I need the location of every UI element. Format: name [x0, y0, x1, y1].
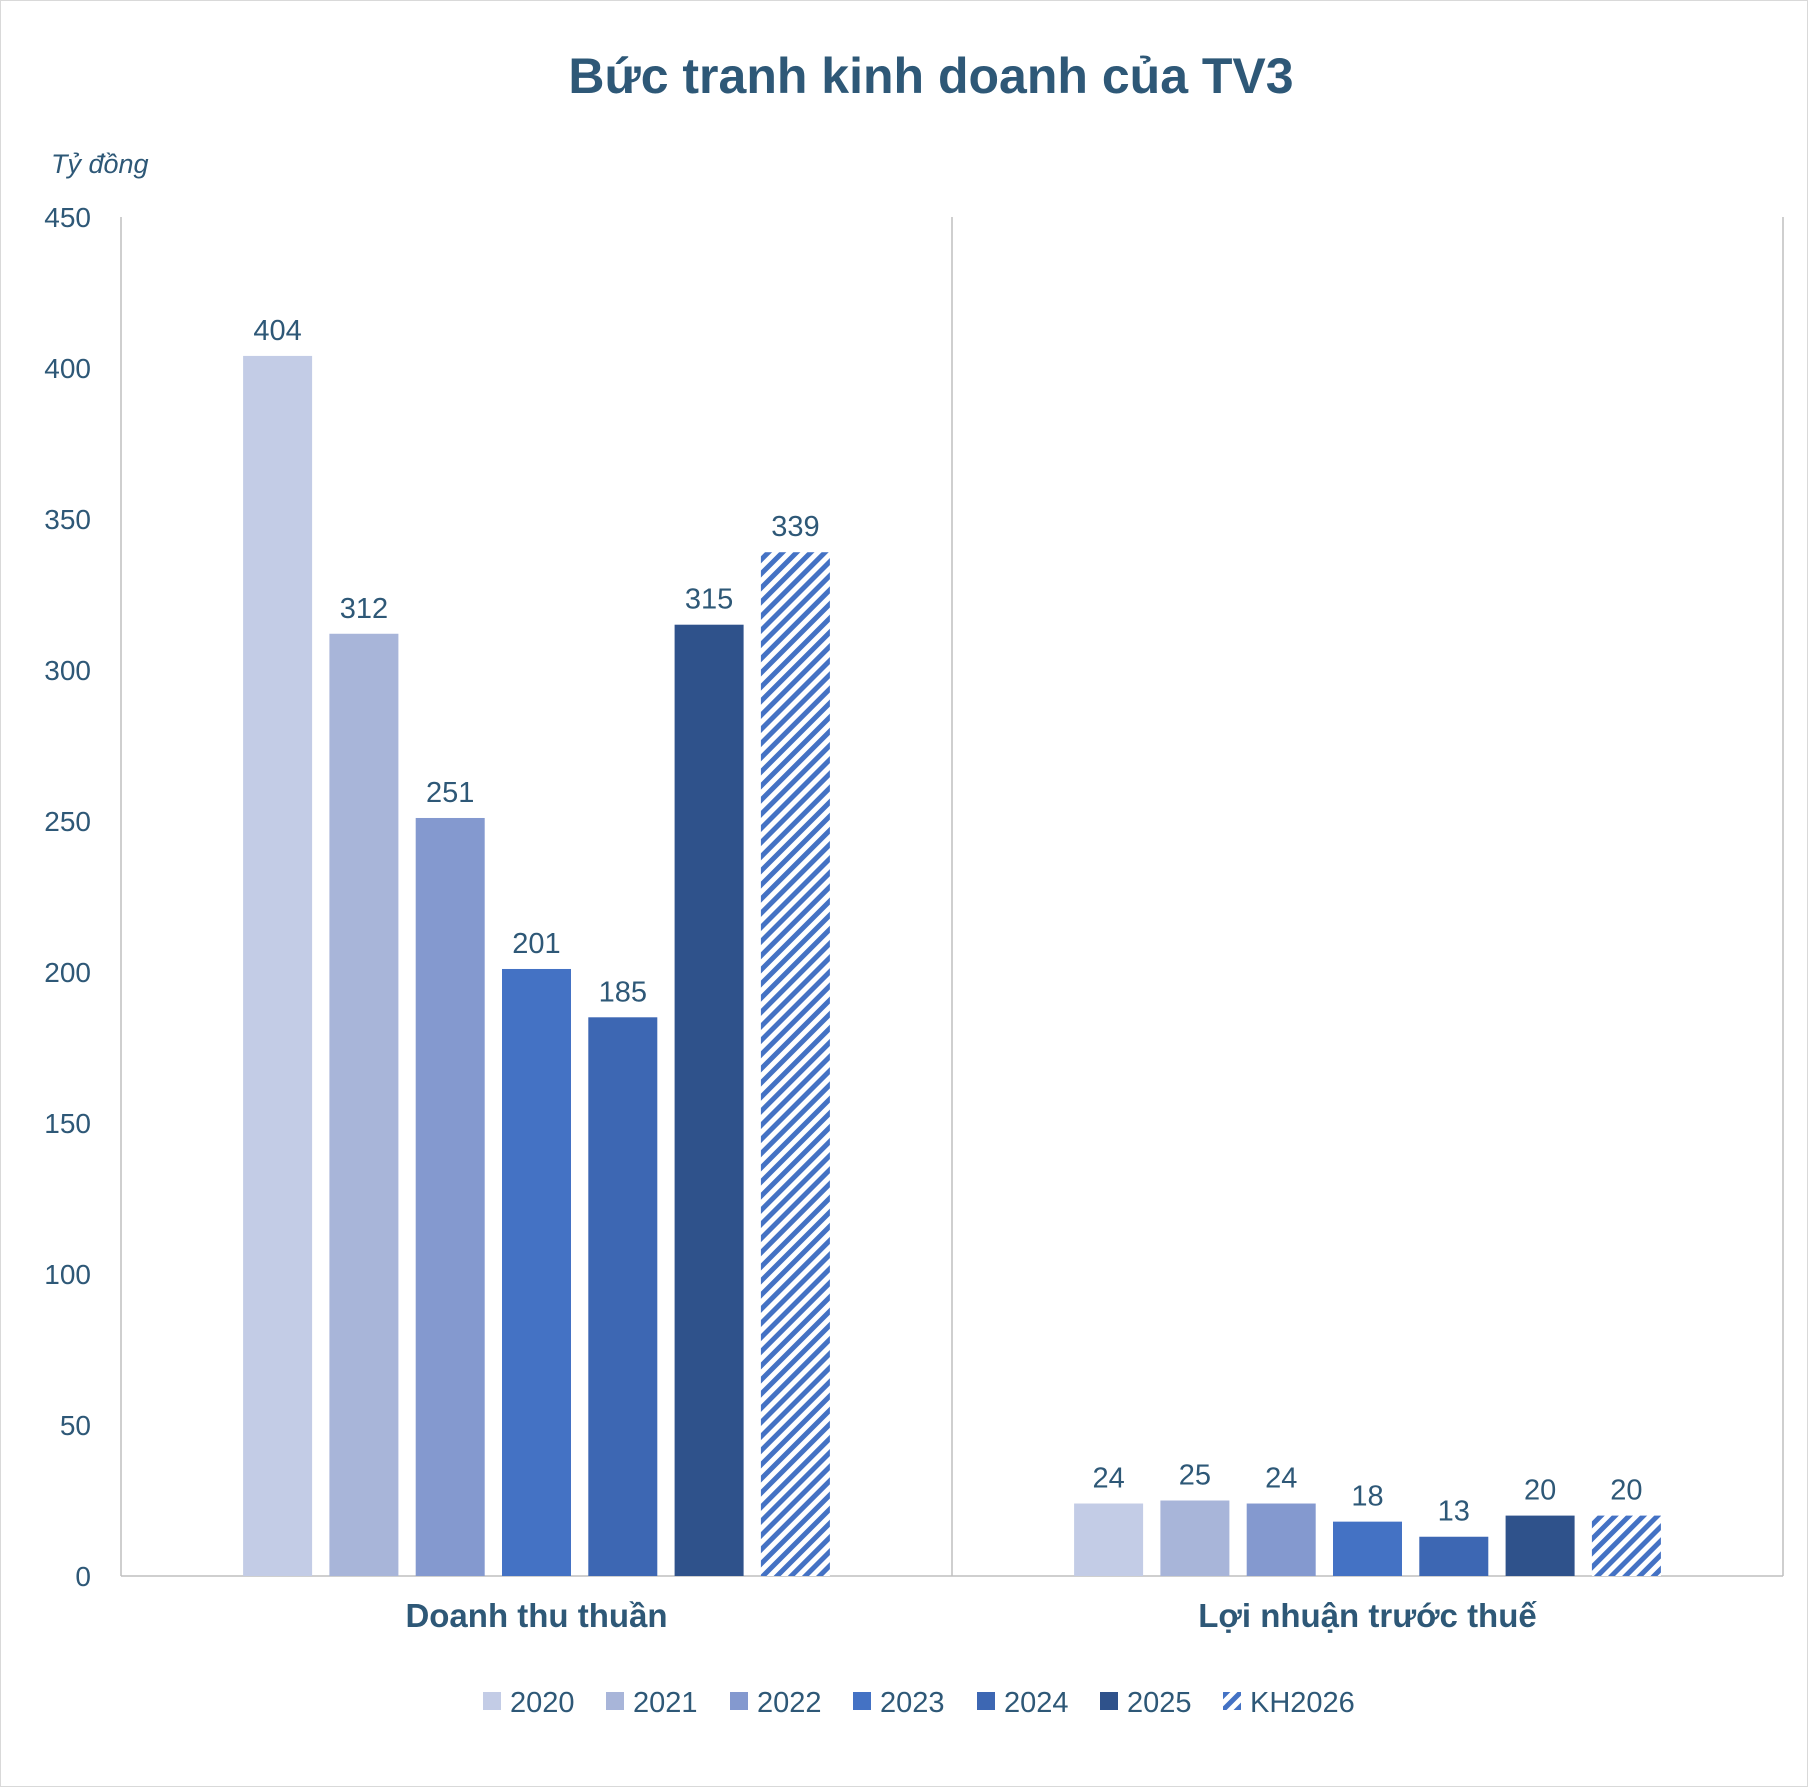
data-label: 13 — [1438, 1496, 1470, 1528]
legend-swatch — [730, 1692, 748, 1710]
legend-label: 2021 — [633, 1687, 698, 1719]
bar — [329, 633, 399, 1576]
y-tick-label: 300 — [44, 655, 91, 686]
legend-swatch — [1100, 1692, 1118, 1710]
legend-label: 2025 — [1127, 1687, 1192, 1719]
data-label: 315 — [685, 584, 733, 616]
bar — [1246, 1503, 1316, 1576]
y-axis-unit-label: Tỷ đồng — [51, 149, 149, 179]
bar — [1333, 1521, 1402, 1576]
legend-label: 2020 — [510, 1687, 575, 1719]
y-tick-label: 200 — [44, 957, 91, 988]
data-label: 312 — [340, 593, 388, 625]
legend-label: 2022 — [757, 1687, 822, 1719]
bar — [588, 1017, 658, 1576]
y-tick-label: 100 — [44, 1259, 91, 1290]
y-tick-label: 450 — [44, 202, 91, 233]
category-label: Doanh thu thuần — [405, 1597, 667, 1634]
y-tick-label: 0 — [75, 1561, 91, 1592]
plot-area: 0 50 100 150 200 250 300 350 400 450 404 312 251 201 1… — [44, 202, 1784, 1634]
y-tick-label: 150 — [44, 1108, 91, 1139]
bar — [415, 817, 485, 1576]
bar — [1074, 1503, 1144, 1576]
y-tick-label: 50 — [60, 1410, 91, 1441]
data-label: 20 — [1610, 1475, 1642, 1507]
legend-swatch — [977, 1692, 995, 1710]
bar — [1591, 1515, 1661, 1576]
bar — [243, 355, 313, 1576]
legend-swatch — [853, 1692, 871, 1710]
bar — [1160, 1500, 1230, 1576]
data-label: 251 — [426, 777, 474, 809]
bar — [1505, 1515, 1575, 1576]
bar — [760, 552, 830, 1576]
legend-label: 2024 — [1004, 1687, 1069, 1719]
legend-label: 2023 — [880, 1687, 945, 1719]
data-label: 20 — [1524, 1475, 1556, 1507]
bar — [502, 968, 571, 1576]
legend-swatch — [1223, 1692, 1241, 1710]
category-label: Lợi nhuận trước thuế — [1198, 1597, 1537, 1634]
data-label: 201 — [512, 928, 560, 960]
y-tick-label: 250 — [44, 806, 91, 837]
legend-label: KH2026 — [1250, 1687, 1355, 1719]
y-tick-label: 350 — [44, 504, 91, 535]
y-tick-label: 400 — [44, 353, 91, 384]
data-label: 404 — [253, 315, 301, 347]
data-label: 18 — [1351, 1481, 1383, 1513]
chart-title: Bức tranh kinh doanh của TV3 — [568, 48, 1293, 104]
data-label: 339 — [771, 511, 819, 543]
legend-swatch — [483, 1692, 501, 1710]
legend: 2020 2021 2022 2023 2024 2025 KH2026 — [483, 1687, 1355, 1719]
data-label: 25 — [1179, 1460, 1211, 1492]
bar — [1419, 1536, 1489, 1576]
data-label: 24 — [1092, 1463, 1124, 1495]
bar — [674, 624, 744, 1576]
data-label: 185 — [599, 976, 647, 1008]
legend-swatch — [606, 1692, 624, 1710]
data-label: 24 — [1265, 1463, 1297, 1495]
